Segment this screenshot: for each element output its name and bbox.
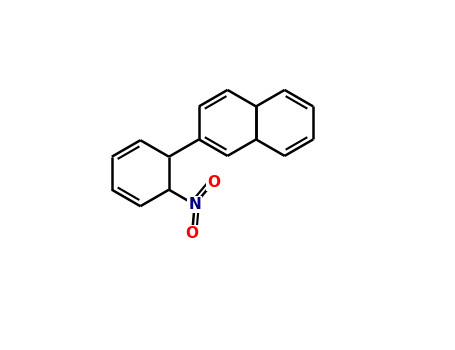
Text: N: N <box>188 197 201 212</box>
Text: O: O <box>186 226 199 241</box>
Text: O: O <box>207 175 220 190</box>
